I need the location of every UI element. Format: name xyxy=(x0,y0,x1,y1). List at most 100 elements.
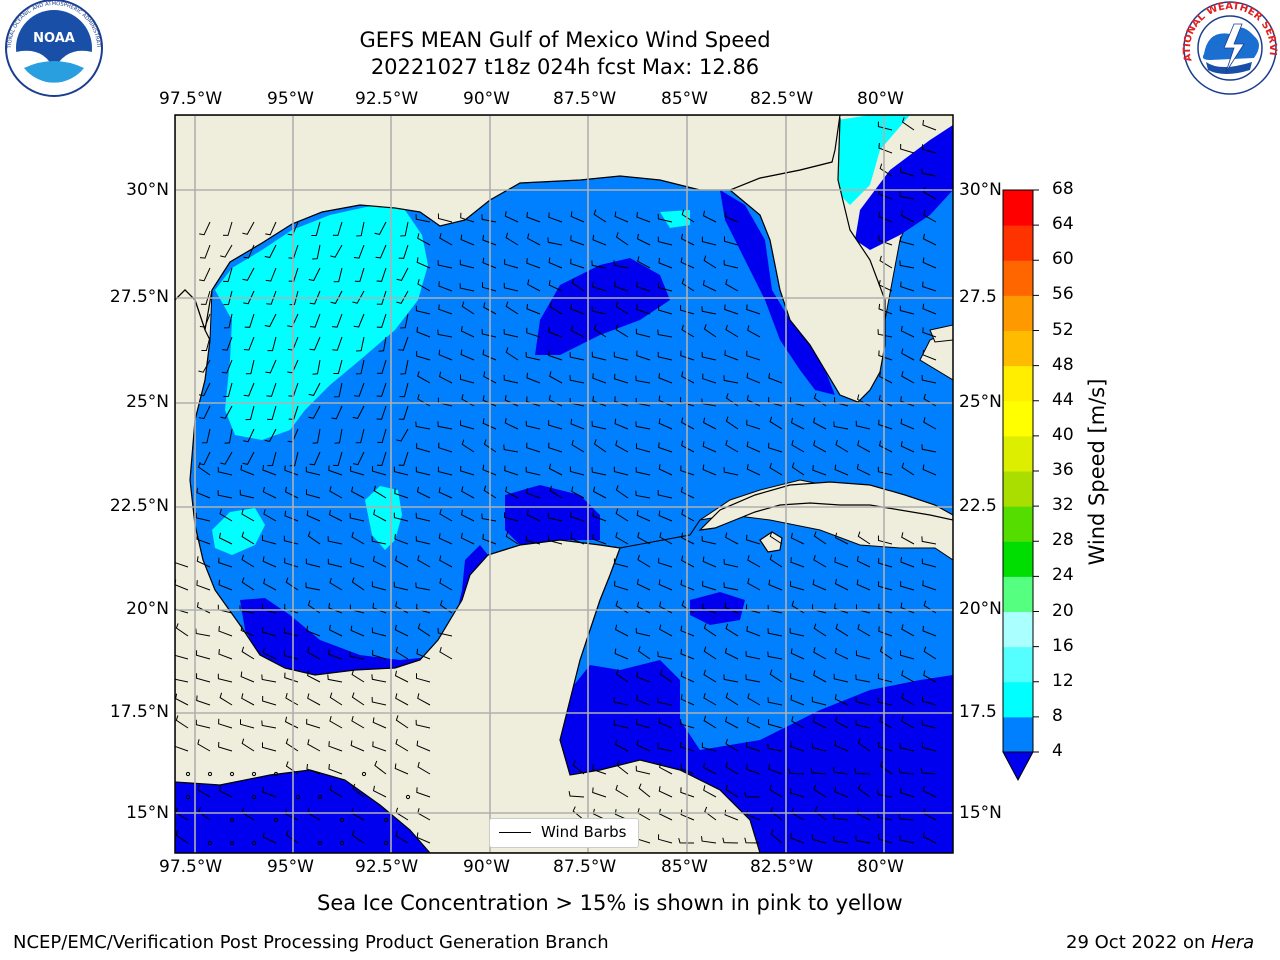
wind-barb xyxy=(900,396,915,407)
calm-wind-circle xyxy=(317,840,323,846)
wind-barb xyxy=(636,740,651,752)
wind-barb xyxy=(262,648,277,660)
wind-barb xyxy=(657,351,673,361)
wind-barb xyxy=(217,490,233,499)
wind-barb xyxy=(856,579,871,591)
wind-barb xyxy=(261,720,277,729)
wind-barb xyxy=(899,191,915,200)
wind-barb xyxy=(376,290,387,305)
wind-barb xyxy=(921,558,937,568)
wind-barb xyxy=(614,580,629,591)
wind-barb xyxy=(285,761,299,775)
wind-barb xyxy=(680,579,695,591)
wind-barb xyxy=(657,489,673,499)
wind-barb xyxy=(855,719,871,729)
wind-barb xyxy=(221,359,233,374)
wind-barb xyxy=(241,554,255,568)
wind-barb xyxy=(635,719,651,729)
wind-barb xyxy=(416,740,431,752)
wind-barb xyxy=(900,143,915,154)
calm-wind-circle xyxy=(207,840,213,846)
wind-barb xyxy=(725,532,739,545)
colorbar-tick-label: 12 xyxy=(1052,670,1074,691)
wind-barb xyxy=(398,451,409,466)
wind-barb xyxy=(898,767,915,775)
wind-barb xyxy=(307,670,321,683)
wind-barb xyxy=(615,784,629,798)
wind-barb xyxy=(307,531,321,545)
wind-barb xyxy=(833,835,849,844)
wind-barb xyxy=(332,313,343,328)
lon-label-top: 85°W xyxy=(661,89,708,109)
calm-wind-circle xyxy=(273,771,279,777)
wind-barb xyxy=(218,785,233,798)
lat-label-right: 25°N xyxy=(959,392,1002,412)
wind-barb xyxy=(309,336,321,351)
wind-barb xyxy=(635,490,651,499)
calm-wind-circle xyxy=(339,817,345,823)
bahamas-island xyxy=(929,324,953,343)
wind-barb xyxy=(398,405,409,420)
wind-barb xyxy=(923,646,937,660)
wind-barb xyxy=(614,281,629,292)
wind-barb xyxy=(857,784,871,798)
lon-label-top: 87.5°W xyxy=(553,89,617,109)
wind-barb xyxy=(833,397,849,407)
wind-barb xyxy=(372,785,387,798)
wind-barb xyxy=(375,244,387,259)
wind-barb xyxy=(855,835,871,844)
wind-barb xyxy=(857,738,871,752)
lon-label-bottom: 92.5°W xyxy=(355,857,419,877)
wind-barb xyxy=(572,806,585,821)
wind-barb xyxy=(614,648,629,660)
wind-barb xyxy=(834,603,849,614)
wind-barb xyxy=(703,715,717,729)
wind-barb xyxy=(437,260,453,269)
wind-barb xyxy=(175,557,189,568)
wind-barb xyxy=(333,359,343,374)
wind-barb xyxy=(175,830,189,844)
wind-barb xyxy=(548,463,563,476)
wind-barb xyxy=(198,806,211,821)
colorbar-tick-label: 60 xyxy=(1052,249,1074,270)
wind-barb xyxy=(767,628,783,637)
wind-barb xyxy=(439,508,453,522)
colorbar-segment xyxy=(1003,260,1033,296)
wind-barb xyxy=(568,791,585,798)
wind-barb xyxy=(657,651,673,660)
wind-barb xyxy=(922,233,937,246)
wind-barb xyxy=(878,211,893,223)
wind-barb xyxy=(199,244,211,259)
wind-barb xyxy=(658,442,673,453)
lon-label-bottom: 97.5°W xyxy=(159,857,223,877)
wind-barb xyxy=(416,648,431,660)
wind-barb xyxy=(356,336,365,352)
wind-barb xyxy=(591,420,607,430)
wind-barb xyxy=(613,697,629,706)
wind-barb xyxy=(790,557,805,568)
wind-barb xyxy=(724,236,739,246)
wind-barb xyxy=(788,768,805,775)
wind-barb xyxy=(855,420,871,430)
wind-barb xyxy=(415,466,431,476)
wind-barb xyxy=(352,783,365,798)
wind-barb xyxy=(417,623,431,637)
wind-barb xyxy=(701,306,717,315)
wind-barb xyxy=(285,577,299,591)
wind-barb xyxy=(658,557,673,568)
wind-barb xyxy=(267,451,277,467)
wind-barb xyxy=(371,627,387,637)
wind-barb xyxy=(395,738,409,752)
wind-barb xyxy=(224,428,233,444)
wind-barb xyxy=(218,649,233,660)
wind-barb xyxy=(922,349,937,361)
wind-barb xyxy=(814,806,827,821)
wind-barb xyxy=(438,533,453,545)
lon-label-top: 97.5°W xyxy=(159,89,223,109)
wind-barb xyxy=(856,463,871,476)
wind-barb xyxy=(284,716,299,729)
wind-barb xyxy=(352,405,365,419)
wind-barb xyxy=(309,290,321,305)
wind-barb xyxy=(593,439,607,453)
wind-barb xyxy=(416,257,431,269)
